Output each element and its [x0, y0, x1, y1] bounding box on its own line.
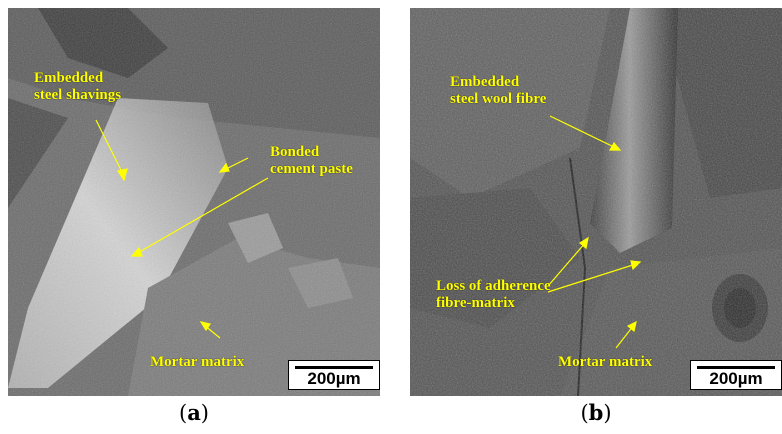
- scale-bar-b: 200µm: [690, 360, 782, 390]
- scale-bar-text-b: 200µm: [709, 369, 763, 388]
- sem-image-a: Embedded steel shavings Bonded cement pa…: [8, 8, 380, 396]
- scale-bar-line-a: [295, 366, 373, 369]
- caption-a: (a): [178, 400, 209, 425]
- label-mortar-matrix-a: Mortar matrix: [150, 354, 245, 370]
- caption-a-letter: a: [187, 400, 201, 425]
- label-embedded-steel-wool-fibre: Embedded steel wool fibre: [450, 74, 547, 107]
- label-mortar-matrix-b: Mortar matrix: [558, 354, 653, 370]
- label-embedded-steel-shavings: Embedded steel shavings: [34, 70, 122, 103]
- sem-micrograph-b: [410, 8, 782, 396]
- scale-bar-line-b: [697, 366, 775, 369]
- sem-micrograph-a: [8, 8, 380, 396]
- scale-bar-a: 200µm: [288, 360, 380, 390]
- label-bonded-cement-paste: Bonded cement paste: [270, 144, 353, 177]
- caption-b-letter: b: [588, 400, 604, 425]
- label-loss-of-adherence: Loss of adherence fibre-matrix: [436, 278, 551, 311]
- scale-bar-text-a: 200µm: [307, 369, 361, 388]
- sem-image-b: Embedded steel wool fibre Loss of adhere…: [410, 8, 782, 396]
- caption-b: (b): [580, 400, 612, 425]
